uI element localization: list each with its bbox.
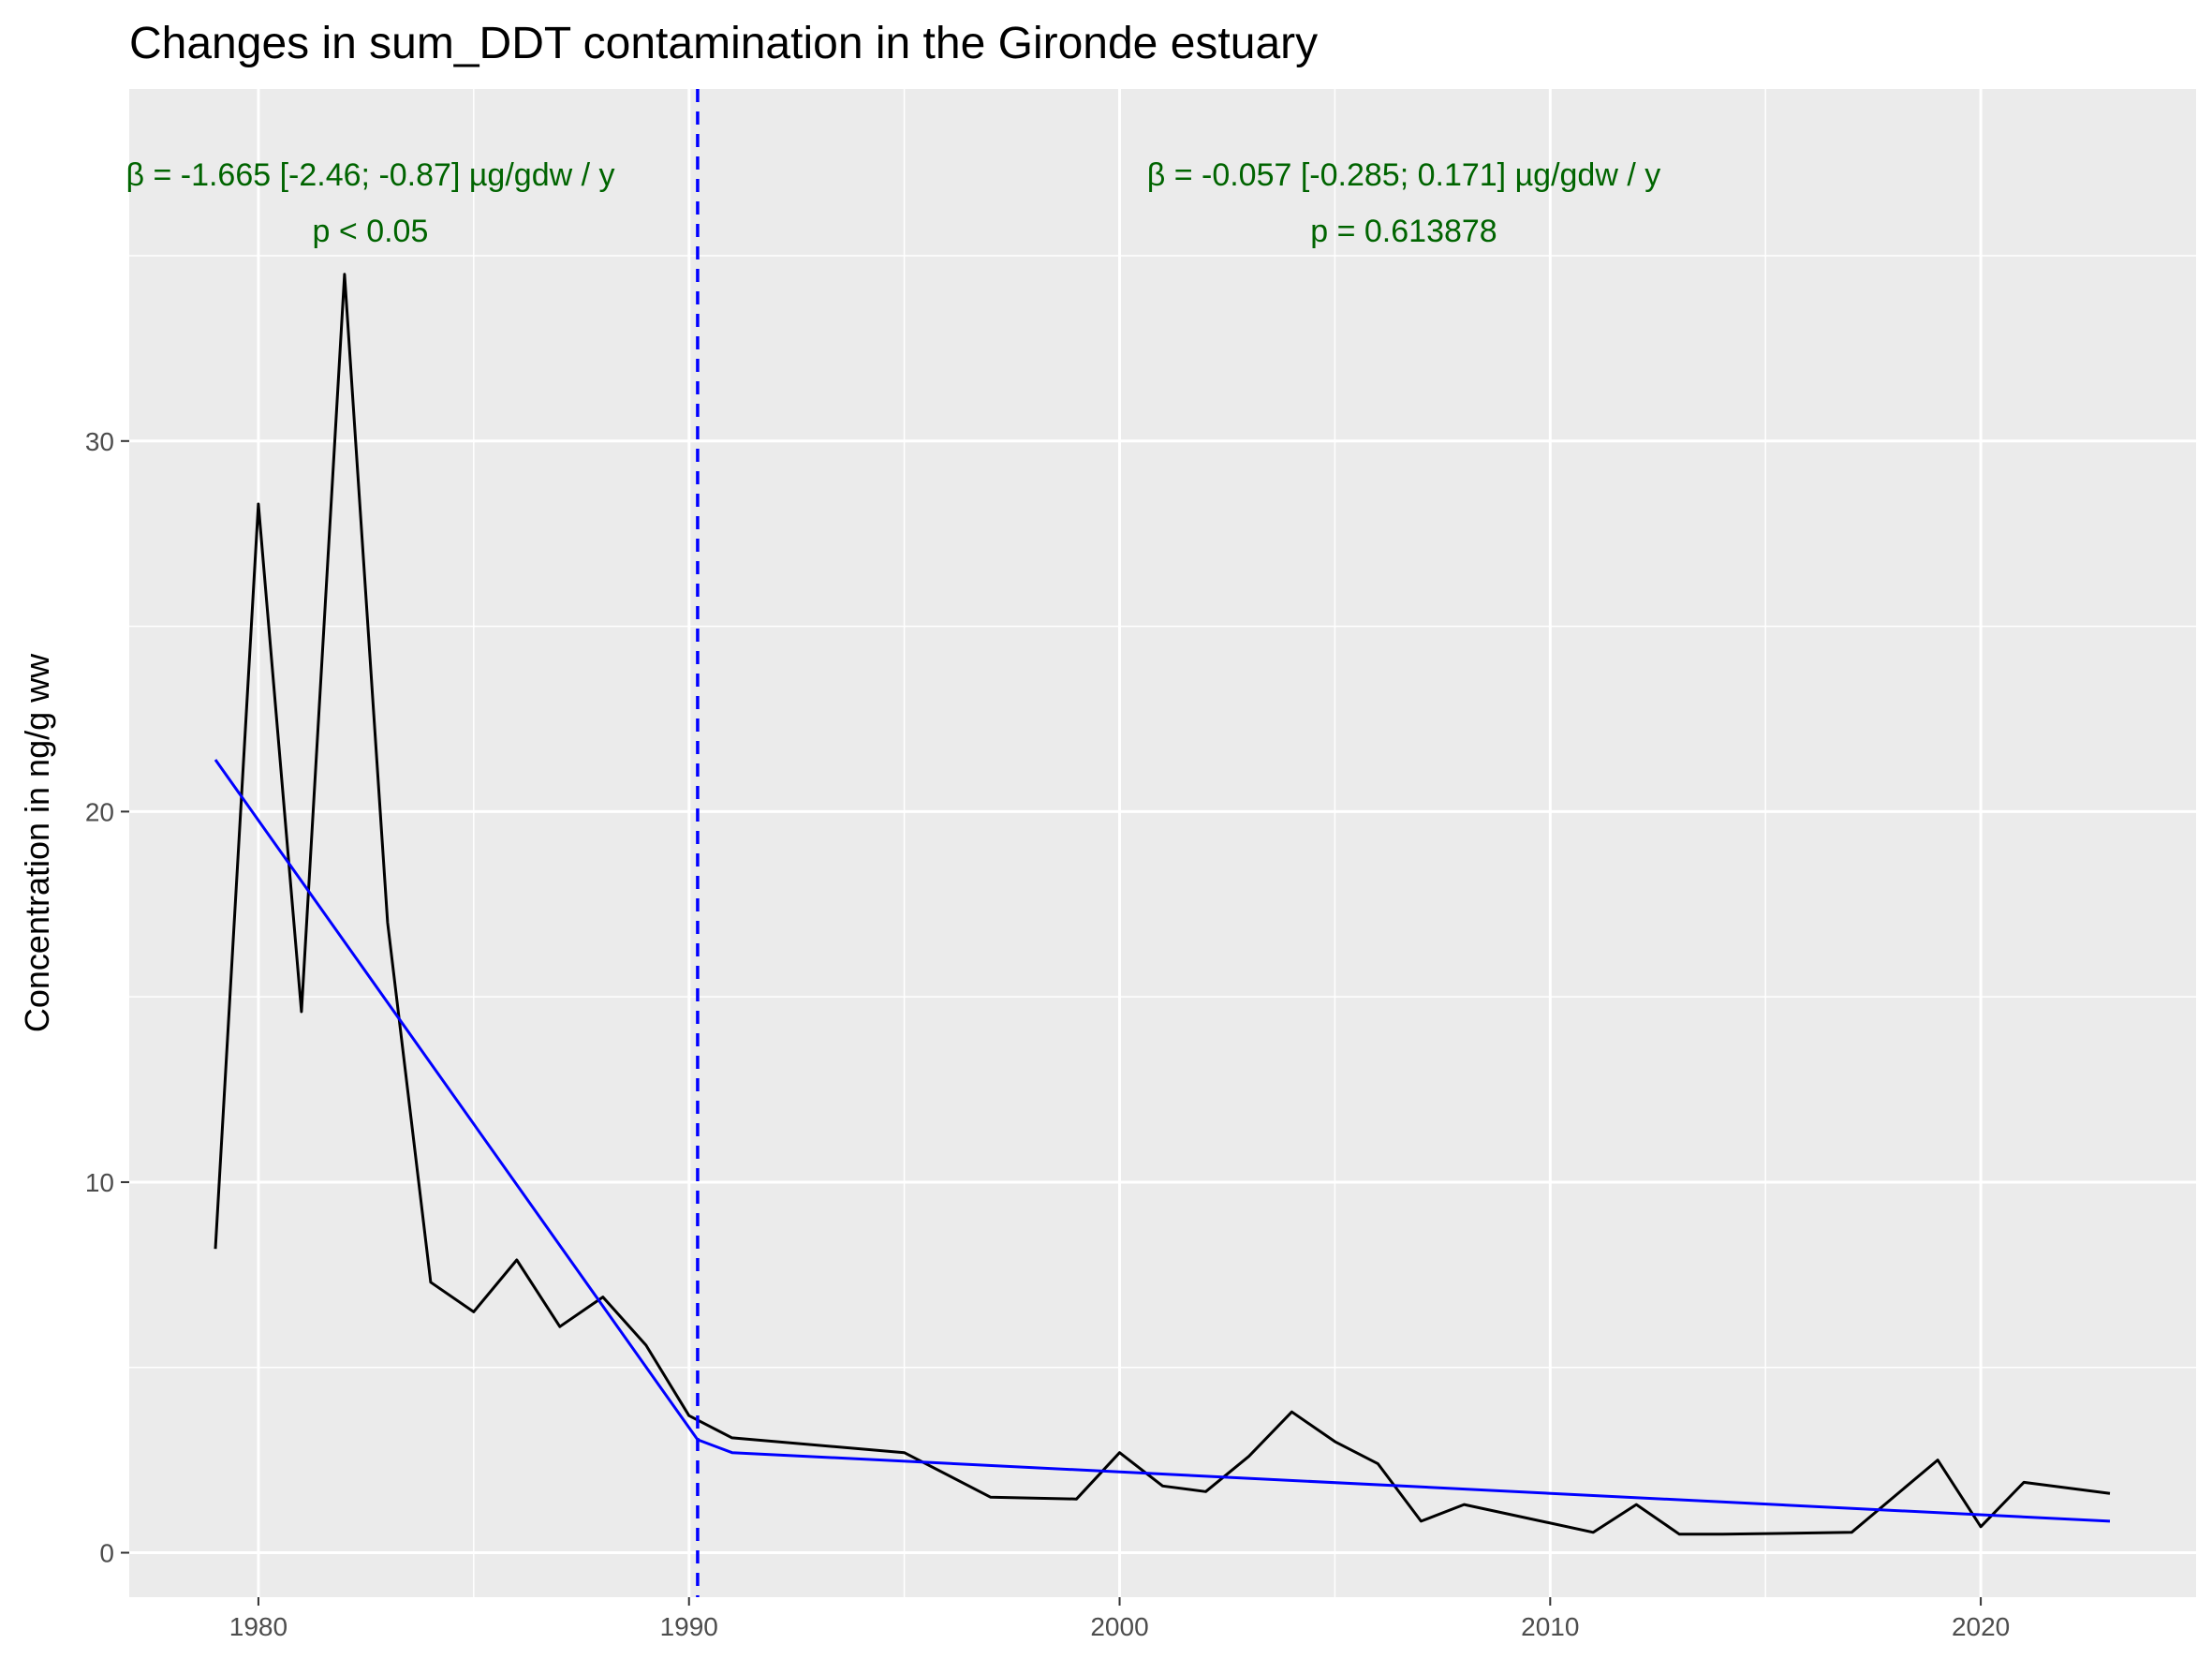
y-tick-label: 10 (85, 1168, 114, 1197)
chart-title: Changes in sum_DDT contamination in the … (129, 19, 1318, 68)
x-tick-label: 2020 (1952, 1612, 2010, 1641)
annotations: β = -1.665 [-2.46; -0.87] µg/gdw / y p < … (125, 157, 1660, 249)
y-tick-label: 0 (99, 1539, 114, 1568)
annotation-beta: β = -1.665 [-2.46; -0.87] µg/gdw / y (125, 157, 614, 193)
annotation-p-value: p = 0.613878 (1310, 214, 1497, 249)
x-tick-label: 1980 (229, 1612, 288, 1641)
fitted-trend-line (214, 759, 2111, 1523)
x-tick-label: 2010 (1521, 1612, 1579, 1641)
major-gridlines (129, 89, 2196, 1597)
y-tick-label: 30 (85, 427, 114, 456)
x-tick-label: 2000 (1090, 1612, 1148, 1641)
y-tick-label: 20 (85, 797, 114, 826)
annotation-p-value: p < 0.05 (313, 214, 429, 249)
observed-series-line (214, 273, 2111, 1536)
series-layer (214, 273, 2111, 1536)
y-axis: 0 10 20 30 (85, 427, 129, 1568)
plot-panel (129, 89, 2196, 1597)
y-axis-title: Concentration in ng/g ww (18, 653, 56, 1032)
x-tick-label: 1990 (660, 1612, 718, 1641)
annotation-beta: β = -0.057 [-0.285; 0.171] µg/gdw / y (1147, 157, 1661, 193)
x-axis: 1980 1990 2000 2010 2020 (229, 1597, 2010, 1641)
minor-gridlines (129, 89, 2196, 1597)
